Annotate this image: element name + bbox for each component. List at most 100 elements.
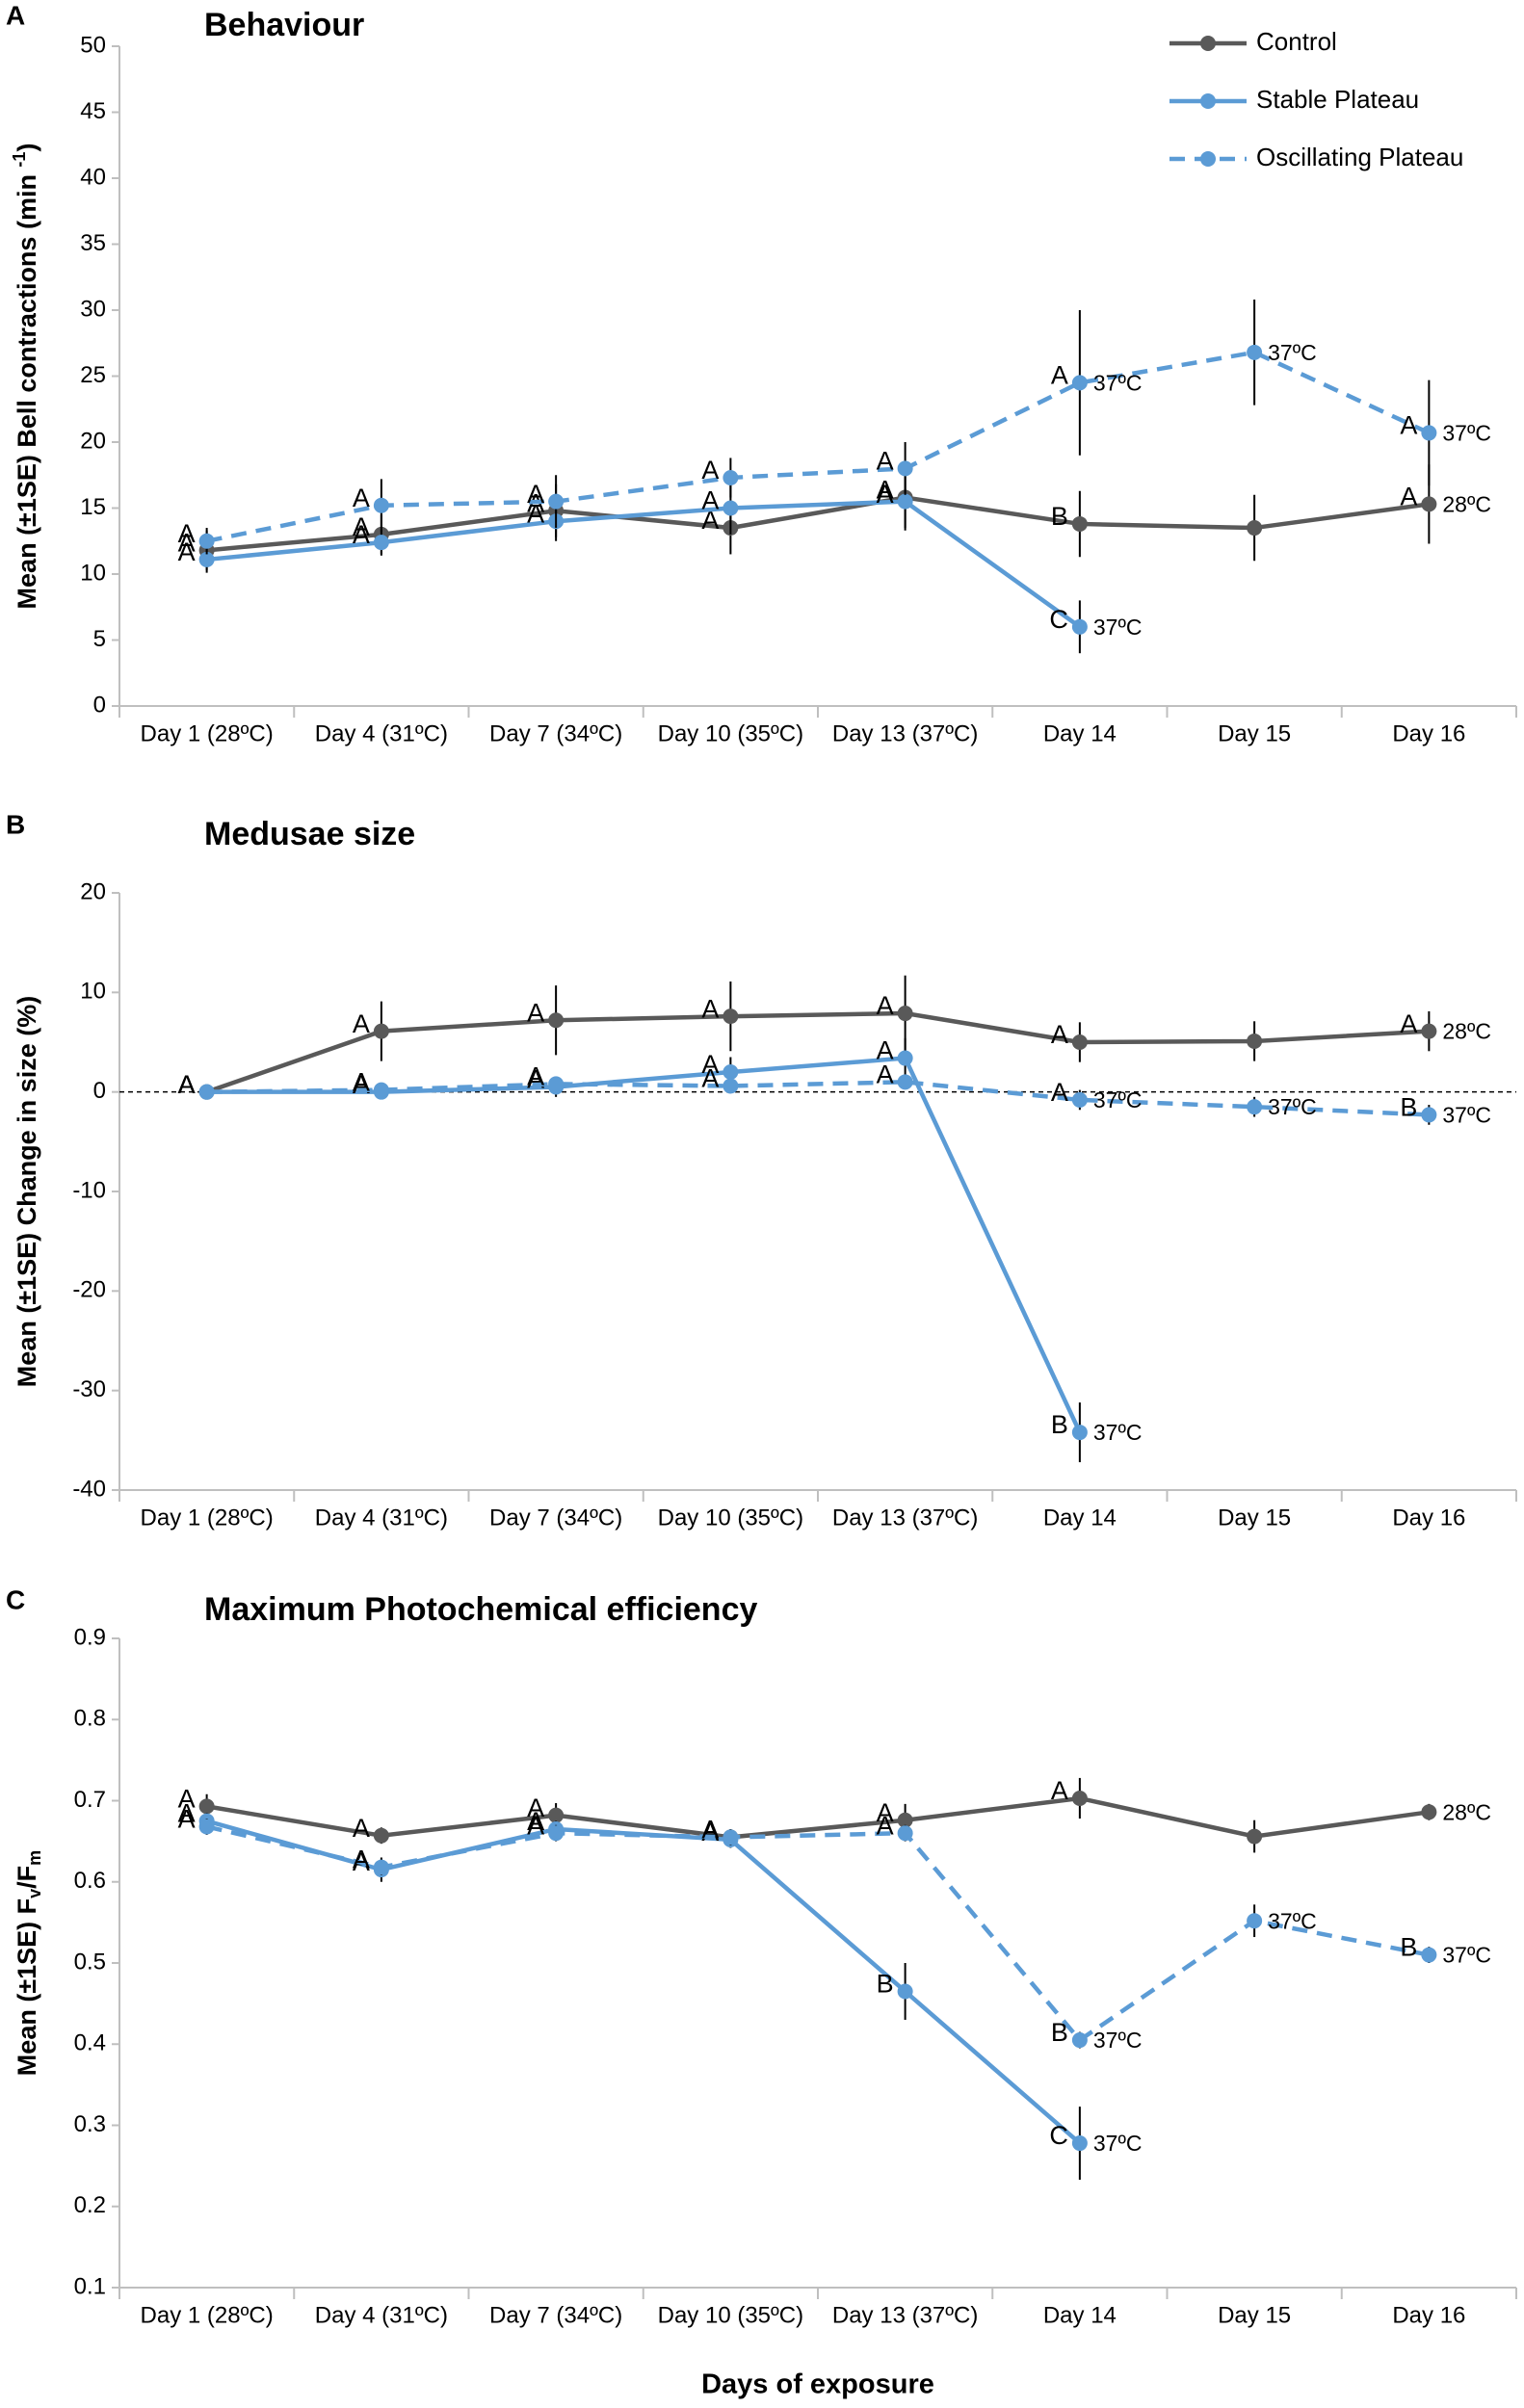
significance-letter: A <box>877 447 894 476</box>
y-tick-label: 0.7 <box>74 1787 106 1813</box>
legend-label: Stable Plateau <box>1256 85 1419 114</box>
data-point <box>897 460 913 477</box>
data-point <box>1421 496 1437 512</box>
data-point <box>198 1819 215 1835</box>
y-axis-label-part: Mean (±1SE) F <box>13 1898 41 2076</box>
legend-label: Oscillating Plateau <box>1256 143 1463 171</box>
data-point <box>1421 1947 1437 1963</box>
data-point <box>897 1983 913 2000</box>
significance-letter: A <box>1400 1009 1417 1038</box>
x-tick-label: Day 7 (34ºC) <box>489 1505 622 1531</box>
x-tick-label: Day 16 <box>1392 720 1465 746</box>
significance-letter: A <box>877 1798 894 1827</box>
significance-letter: A <box>1051 360 1068 389</box>
significance-letter: B <box>1400 1093 1417 1122</box>
legend-label: Control <box>1256 27 1337 56</box>
y-tick-label: 0.6 <box>74 1868 106 1894</box>
y-tick-label: 35 <box>80 230 106 256</box>
significance-letter: A <box>701 1064 719 1093</box>
significance-letter: A <box>701 994 719 1023</box>
significance-letter: B <box>1051 2018 1068 2047</box>
x-tick-label: Day 4 (31ºC) <box>315 2302 448 2328</box>
temperature-label: 37ºC <box>1268 340 1317 365</box>
y-tick-label: 0 <box>93 692 106 718</box>
data-point <box>1247 1913 1263 1929</box>
series-line <box>206 1795 1430 1840</box>
data-point <box>723 1829 739 1845</box>
x-tick-label: Day 15 <box>1218 720 1291 746</box>
significance-letter: A <box>701 506 719 535</box>
legend-marker <box>1200 151 1216 167</box>
significance-letter: A <box>877 1060 894 1088</box>
significance-letter: A <box>1400 483 1417 511</box>
significance-letter: A <box>178 528 196 557</box>
y-axis-label: Mean (±1SE) Fv/Fm <box>13 1850 44 2076</box>
data-point <box>723 1078 739 1094</box>
significance-letter: A <box>527 480 544 509</box>
significance-letter: A <box>178 519 196 548</box>
significance-letter: B <box>1051 1410 1068 1439</box>
significance-letter: A <box>527 1793 544 1822</box>
significance-letter: A <box>527 1062 544 1091</box>
data-point <box>897 1812 913 1828</box>
chart-title: Behaviour <box>204 7 364 43</box>
x-tick-label: Day 1 (28ºC) <box>141 2302 274 2328</box>
significance-letter: A <box>527 998 544 1027</box>
y-tick-label: 20 <box>80 878 106 904</box>
data-point <box>1247 1828 1263 1845</box>
data-point <box>1247 344 1263 360</box>
data-point <box>897 1074 913 1090</box>
chart-title: Medusae size <box>204 816 415 852</box>
y-tick-label: 0.9 <box>74 1624 106 1650</box>
significance-letter: A <box>877 1036 894 1065</box>
temperature-label: 37ºC <box>1268 1908 1317 1933</box>
y-tick-label: 40 <box>80 164 106 190</box>
data-point <box>198 1084 215 1100</box>
y-tick-label: -40 <box>72 1476 106 1502</box>
significance-letter: A <box>353 1814 370 1843</box>
series-line <box>206 499 1082 629</box>
data-point <box>548 1825 565 1842</box>
significance-letter: A <box>701 1816 719 1845</box>
data-point <box>373 535 389 551</box>
data-point <box>1421 1023 1437 1039</box>
y-axis-label: Mean (±1SE) Change in size (%) <box>13 996 41 1387</box>
data-point <box>1071 618 1088 635</box>
x-tick-label: Day 15 <box>1218 2302 1291 2328</box>
y-axis-label-part: /F <box>13 1866 41 1889</box>
temperature-label: 37ºC <box>1093 1420 1143 1445</box>
temperature-label: 37ºC <box>1268 1094 1317 1119</box>
data-point <box>897 1825 913 1842</box>
y-tick-label: 0.5 <box>74 1949 106 1975</box>
significance-letter: A <box>353 520 370 549</box>
significance-letter: B <box>877 1970 894 1999</box>
data-point <box>1071 375 1088 391</box>
y-tick-label: 25 <box>80 362 106 388</box>
y-tick-label: 0.1 <box>74 2273 106 2299</box>
y-axis-label: Mean (±1SE) Bell contractions (min -1) <box>10 144 41 610</box>
temperature-label: 28ºC <box>1442 491 1491 516</box>
y-tick-label: 10 <box>80 560 106 586</box>
panel-label: A <box>6 0 25 30</box>
significance-letter: A <box>701 456 719 484</box>
significance-letter: A <box>701 486 719 515</box>
significance-letter: A <box>178 1070 196 1099</box>
data-point <box>723 1008 739 1025</box>
x-tick-label: Day 15 <box>1218 1505 1291 1531</box>
data-point <box>897 1006 913 1022</box>
y-axis-label-part: -1 <box>10 152 29 168</box>
data-point <box>1071 515 1088 532</box>
temperature-label: 37ºC <box>1093 370 1143 395</box>
data-point <box>1421 425 1437 441</box>
series-line <box>206 495 1430 553</box>
y-tick-label: 0.4 <box>74 2030 106 2056</box>
data-point <box>1421 1107 1437 1123</box>
series-line <box>206 1819 1082 2145</box>
data-point <box>373 1859 389 1875</box>
significance-letter: A <box>1400 411 1417 440</box>
data-point <box>1071 2135 1088 2152</box>
y-tick-label: 30 <box>80 296 106 322</box>
data-point <box>723 1064 739 1080</box>
significance-letter: A <box>178 537 196 566</box>
